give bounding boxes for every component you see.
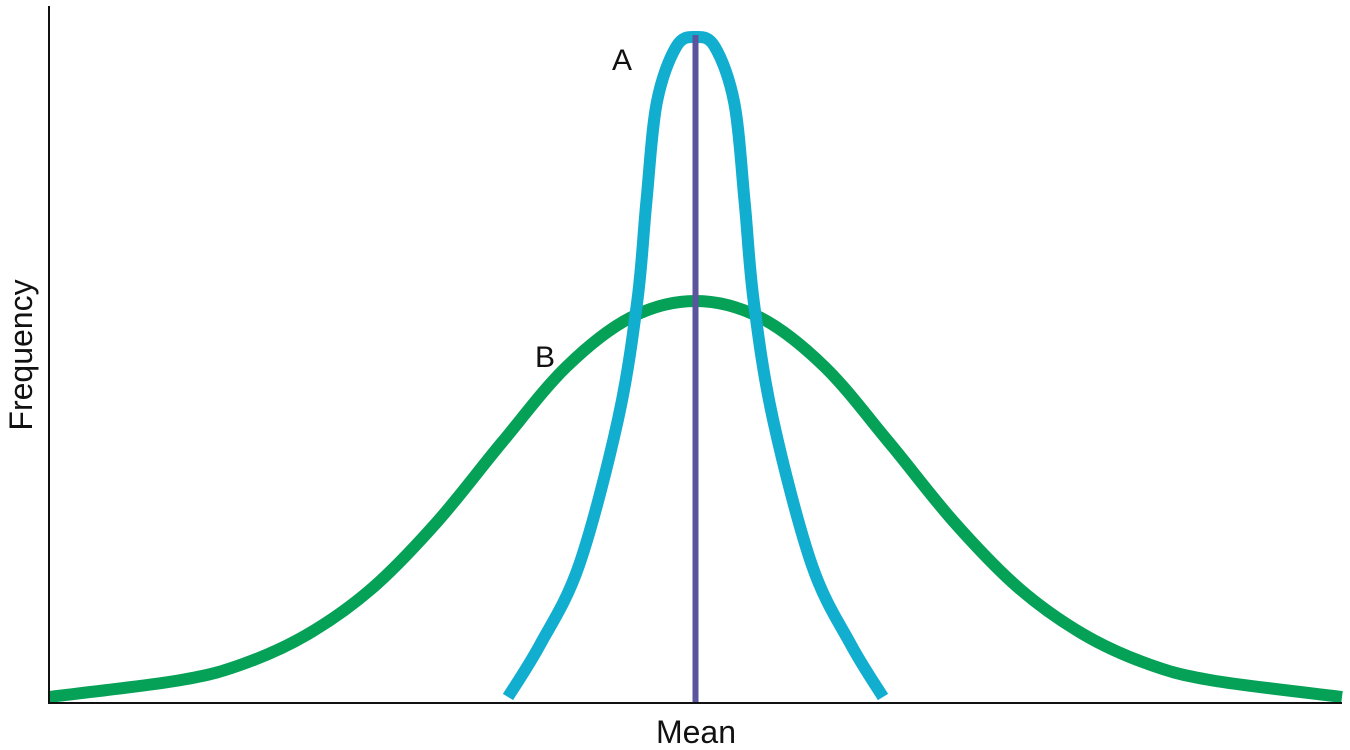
series-a-label: A: [612, 44, 632, 77]
plot-area: [48, 30, 1343, 703]
y-axis-label: Frequency: [3, 279, 39, 430]
x-axis-label: Mean: [656, 714, 736, 750]
series-b-label: B: [535, 341, 555, 374]
